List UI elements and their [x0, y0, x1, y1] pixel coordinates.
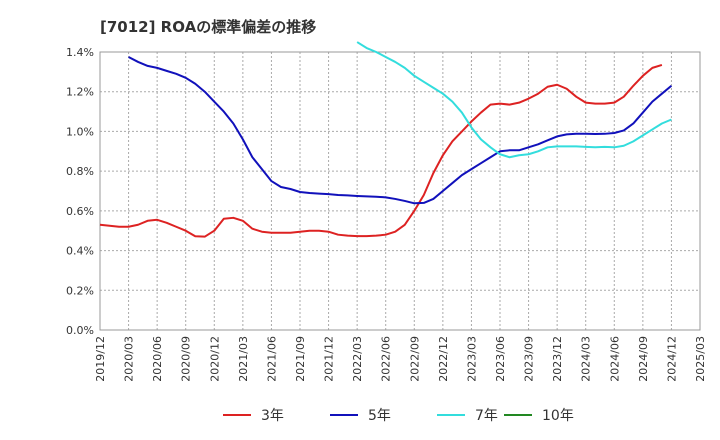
legend-label: 3年 [261, 408, 284, 424]
series-line-7年 [356, 41, 672, 159]
x-tick-label: 2020/03 [123, 336, 136, 382]
chart-title: [7012] ROAの標準偏差の推移 [100, 18, 317, 36]
legend-swatch [437, 414, 465, 416]
x-tick-label: 2024/03 [580, 336, 593, 382]
x-tick-label: 2023/09 [523, 336, 536, 382]
x-tick-label: 2021/06 [265, 336, 278, 382]
x-tick-label: 2024/06 [608, 336, 621, 382]
series-line-5年 [128, 56, 673, 205]
y-tick-label: 0.2% [66, 284, 94, 297]
legend-swatch [504, 414, 532, 416]
legend-label: 5年 [368, 408, 391, 424]
x-tick-label: 2024/09 [637, 336, 650, 382]
x-tick-label: 2024/12 [665, 336, 678, 382]
x-tick-label: 2019/12 [94, 336, 107, 382]
x-axis-ticks: 2019/12 2020/03 2020/06 2020/09 2020/12 2021/… [94, 336, 707, 382]
x-tick-label: 2025/03 [694, 336, 707, 382]
legend-swatch [223, 414, 251, 416]
x-tick-label: 2023/06 [494, 336, 507, 382]
y-axis-ticks: 0.0% 0.2% 0.4% 0.6% 0.8% 1.0% 1.2% 1.4% [66, 46, 94, 337]
x-tick-label: 2022/12 [437, 336, 450, 382]
y-tick-label: 1.0% [66, 125, 94, 138]
grid [99, 51, 701, 331]
x-tick-label: 2021/12 [323, 336, 336, 382]
legend-swatch [330, 414, 358, 416]
series-line-3年 [99, 63, 663, 238]
x-tick-label: 2021/09 [294, 336, 307, 382]
series-lines [99, 41, 673, 238]
legend-item: 3年 [223, 403, 284, 427]
legend-item: 7年 [437, 403, 498, 427]
plot-frame [99, 51, 701, 331]
y-tick-label: 1.2% [66, 86, 94, 99]
x-tick-label: 2022/03 [351, 336, 364, 382]
x-tick-label: 2020/09 [180, 336, 193, 382]
y-tick-label: 0.4% [66, 245, 94, 258]
y-tick-label: 1.4% [66, 46, 94, 59]
x-tick-label: 2022/06 [380, 336, 393, 382]
x-tick-label: 2020/12 [208, 336, 221, 382]
x-tick-label: 2023/03 [465, 336, 478, 382]
x-tick-label: 2022/09 [408, 336, 421, 382]
y-tick-label: 0.6% [66, 205, 94, 218]
legend-label: 10年 [542, 408, 574, 424]
x-tick-label: 2021/03 [237, 336, 250, 382]
legend-item: 10年 [504, 403, 574, 427]
x-tick-label: 2023/12 [551, 336, 564, 382]
x-tick-label: 2020/06 [151, 336, 164, 382]
y-tick-label: 0.0% [66, 324, 94, 337]
chart-legend: 3年 5年 7年 10年 [0, 403, 720, 427]
legend-label: 7年 [475, 408, 498, 424]
y-tick-label: 0.8% [66, 165, 94, 178]
legend-item: 5年 [330, 403, 391, 427]
